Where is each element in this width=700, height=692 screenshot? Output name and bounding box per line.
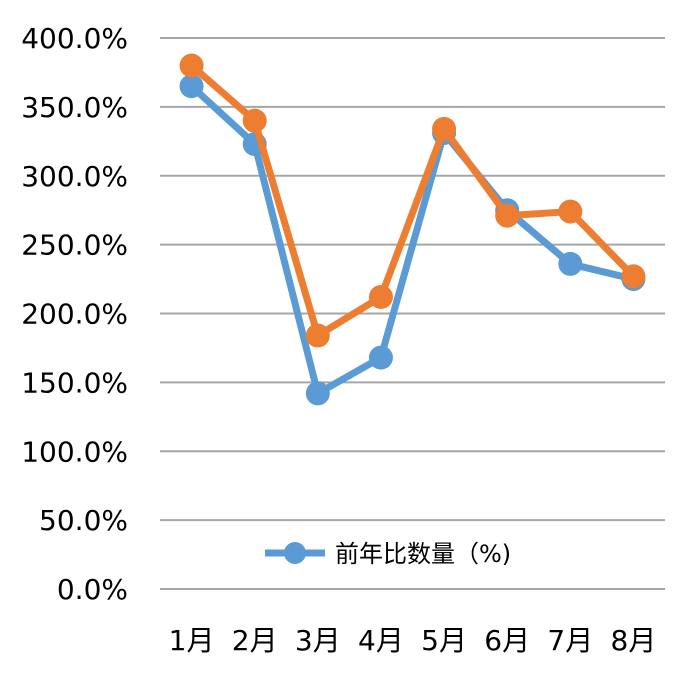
y-tick-label: 100.0%: [21, 435, 128, 468]
y-tick-label: 200.0%: [21, 298, 128, 331]
y-axis-tick-labels: 0.0% 50.0% 100.0% 150.0% 200.0% 250.0% 300.0% 3…: [21, 22, 128, 606]
x-tick-label: 8月: [611, 624, 657, 657]
gridlines: [160, 37, 665, 590]
x-tick-label: 4月: [358, 624, 404, 657]
legend-series-1-marker: [284, 542, 306, 564]
y-tick-label: 400.0%: [21, 22, 128, 55]
legend: 前年比数量（%): [265, 540, 511, 568]
series-1-point: [179, 74, 204, 99]
series-2-point: [432, 116, 457, 141]
series-2: [179, 53, 646, 348]
series-2-point: [558, 199, 583, 224]
x-axis-tick-labels: 1月 2月 3月 4月 5月 6月 7月 8月: [169, 624, 657, 657]
x-tick-label: 5月: [421, 624, 467, 657]
series-2-point: [242, 108, 267, 133]
y-tick-label: 150.0%: [21, 366, 128, 399]
legend-series-1-label: 前年比数量（%): [335, 540, 511, 568]
y-tick-label: 50.0%: [39, 504, 128, 537]
x-tick-label: 7月: [547, 624, 593, 657]
y-tick-label: 350.0%: [21, 91, 128, 124]
y-tick-label: 300.0%: [21, 160, 128, 193]
x-tick-label: 6月: [484, 624, 530, 657]
series-2-point: [495, 203, 520, 228]
series-1-point: [368, 345, 393, 370]
series-1-point: [305, 381, 330, 406]
series-2-point: [368, 284, 393, 309]
x-tick-label: 3月: [295, 624, 341, 657]
y-tick-label: 0.0%: [57, 573, 128, 606]
series-1-point: [558, 251, 583, 276]
y-tick-label: 250.0%: [21, 229, 128, 262]
series-1-line: [188, 82, 637, 397]
series-layer: [179, 53, 646, 406]
x-tick-label: 2月: [232, 624, 278, 657]
series-2-point: [305, 323, 330, 348]
series-2-point: [621, 264, 646, 289]
x-tick-label: 1月: [169, 624, 215, 657]
series-2-point: [179, 53, 204, 78]
